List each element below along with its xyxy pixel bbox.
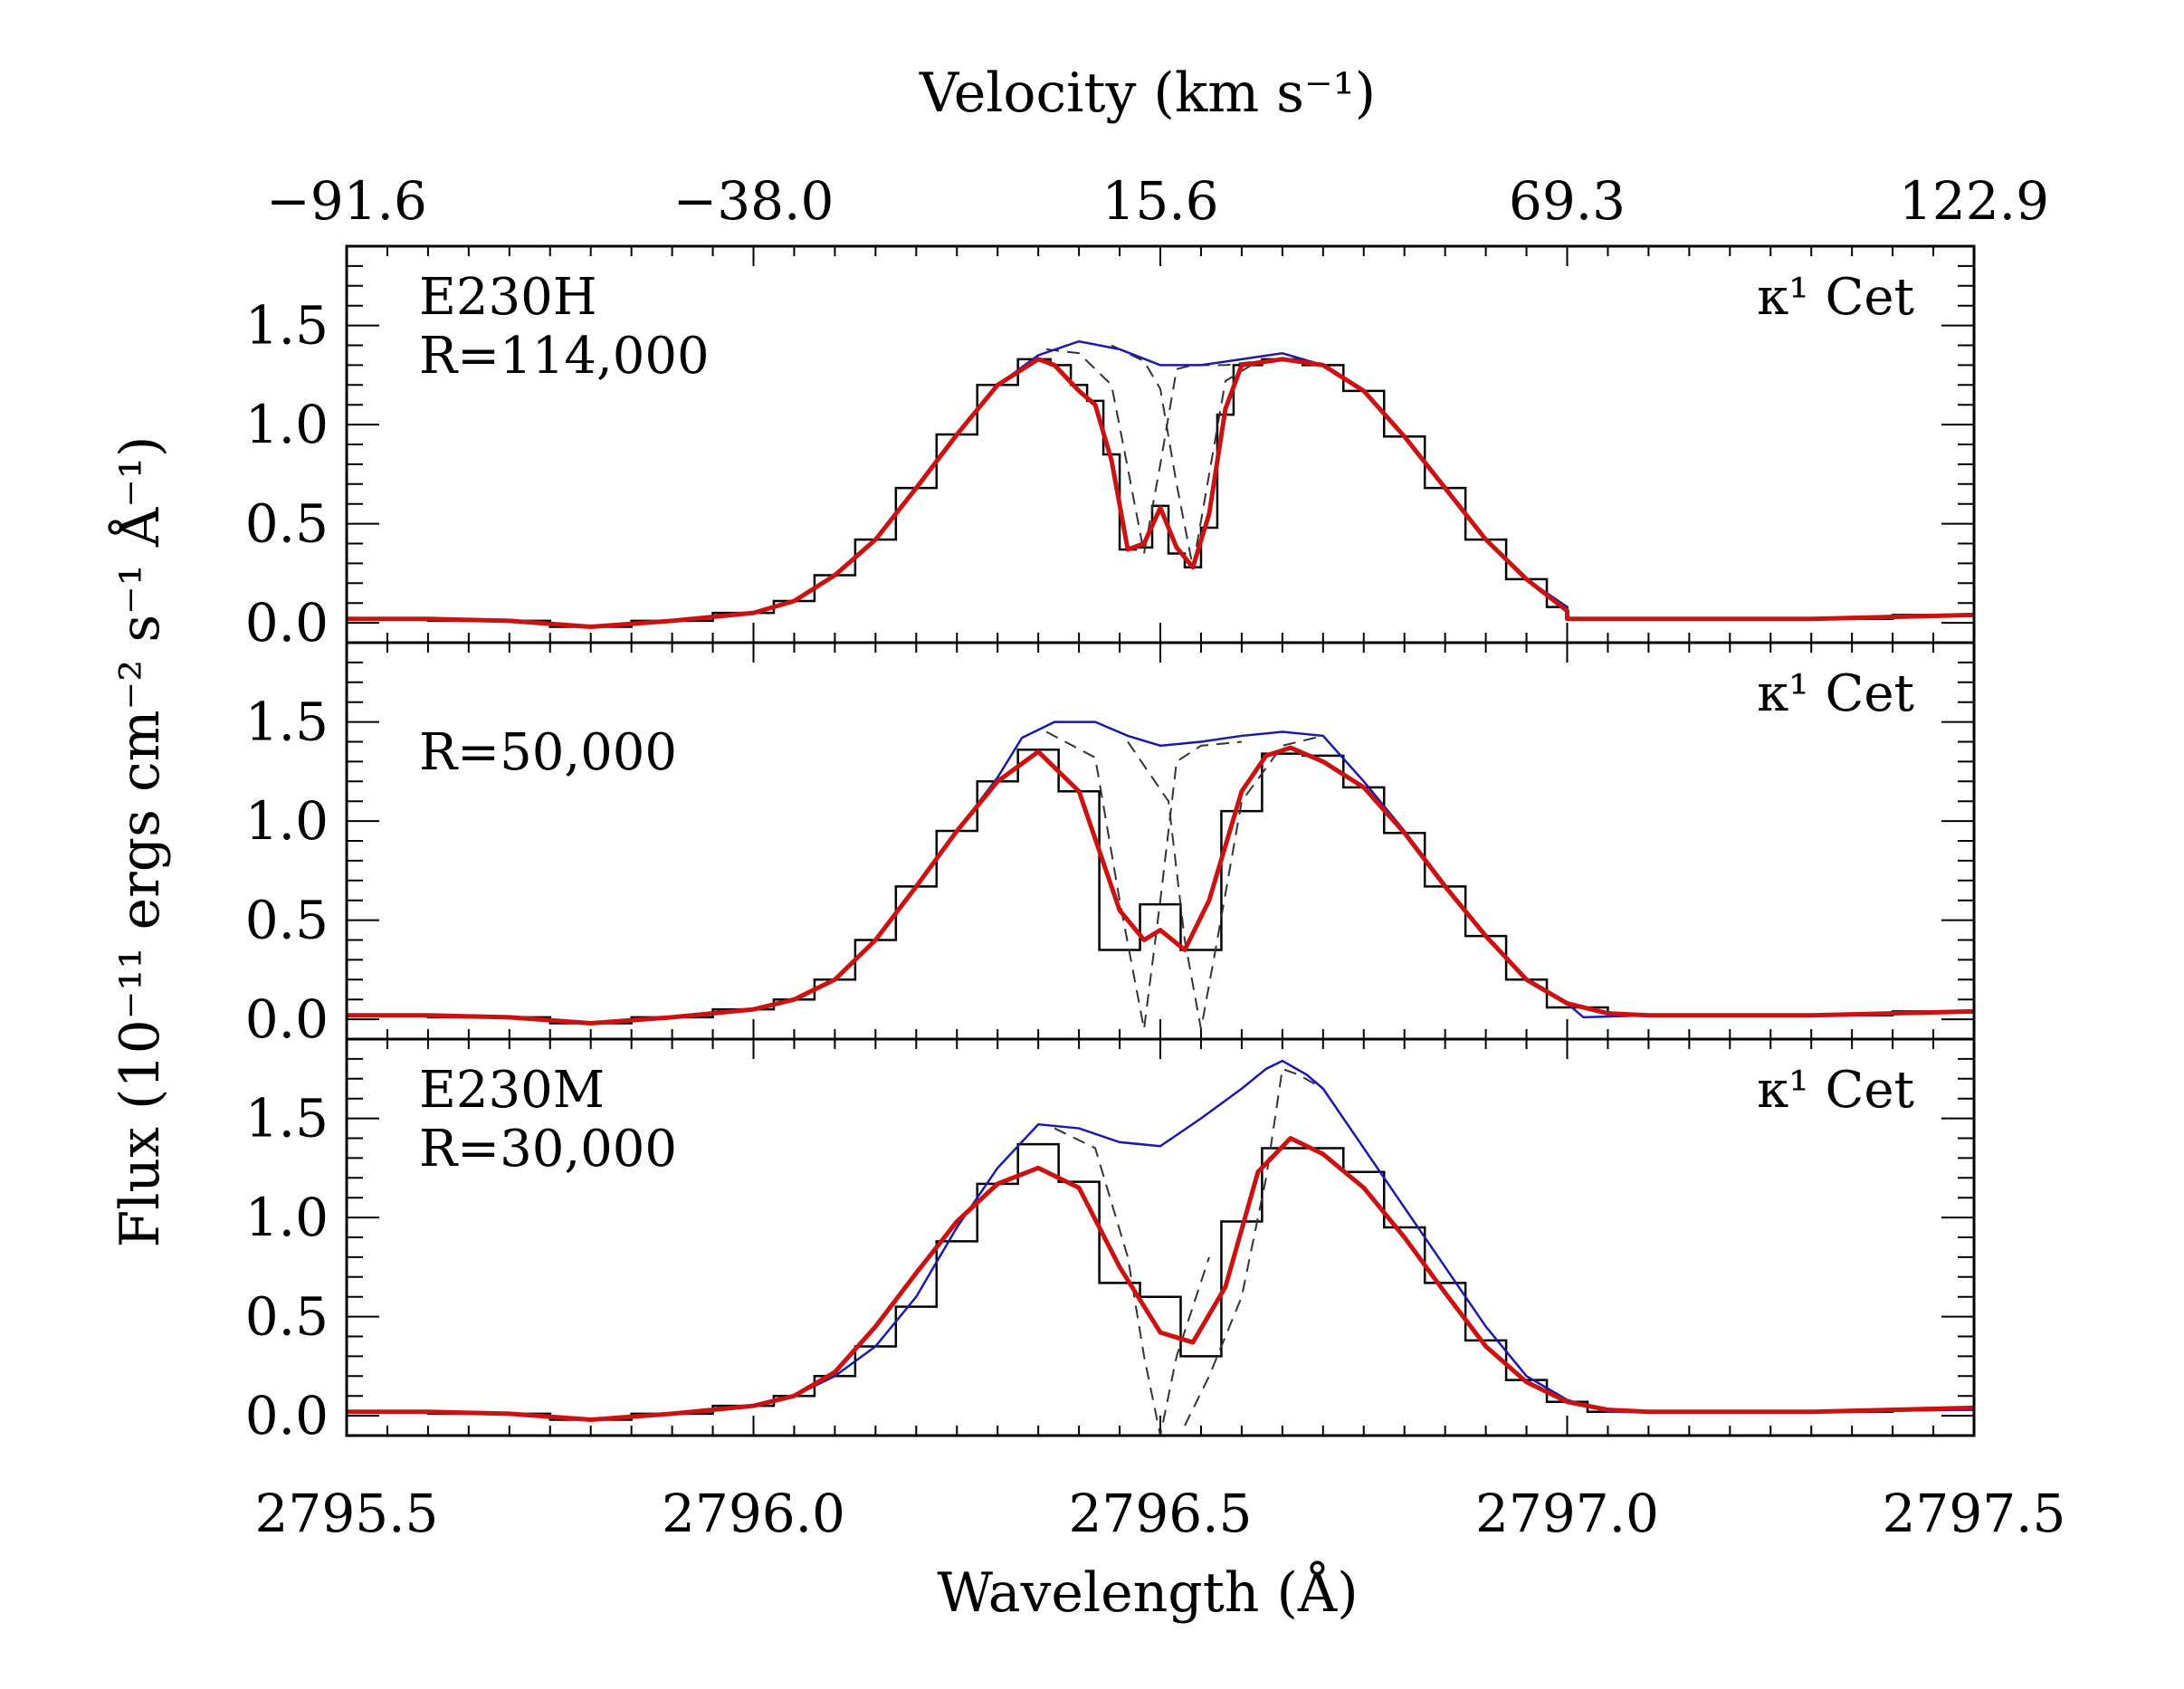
absorption-component	[1054, 1127, 1210, 1436]
top-tick-label: −91.6	[266, 170, 427, 232]
panel-curves	[347, 720, 1974, 1030]
best-fit	[347, 1136, 1974, 1422]
absorption-component	[1045, 730, 1242, 1030]
y-tick-label: 0.0	[245, 988, 329, 1050]
y-tick-label: 0.5	[245, 890, 329, 951]
bottom-tick-label: 2796.0	[662, 1483, 845, 1544]
star-name-label: κ¹ Cet	[1757, 268, 1914, 327]
panel-resolution-label: R=50,000	[419, 723, 677, 782]
star-name-label: κ¹ Cet	[1757, 664, 1914, 723]
absorption-component	[1184, 1067, 1324, 1427]
y-tick-label: 0.0	[245, 592, 329, 654]
y-tick-label: 1.5	[245, 1088, 329, 1150]
y-tick-label: 1.0	[245, 1187, 329, 1248]
top-axis-title: Velocity (km s⁻¹)	[919, 62, 1376, 125]
x-axis-title: Wavelength (Å)	[937, 1560, 1358, 1625]
bottom-axis-tick-labels: 2795.5 2796.0 2796.5 2797.0 2797.5	[255, 1483, 2066, 1544]
panel-instrument-label: E230M	[419, 1061, 605, 1120]
absorption-component	[1127, 734, 1324, 1030]
panel-resolution-label: R=114,000	[419, 327, 710, 386]
top-tick-label: 69.3	[1509, 170, 1626, 232]
bottom-tick-label: 2796.5	[1069, 1483, 1253, 1544]
panel-frame	[345, 1037, 1976, 1437]
observed-spectrum	[347, 358, 1974, 628]
y-tick-label: 1.5	[245, 295, 329, 357]
y-axis-title: Flux (10⁻¹¹ ergs cm⁻² s⁻¹ Å⁻¹)	[108, 436, 172, 1248]
y-tick-label: 0.0	[245, 1385, 329, 1446]
top-axis-tick-labels: −91.6 −38.0 15.6 69.3 122.9	[266, 170, 2049, 232]
top-tick-label: 15.6	[1102, 170, 1218, 232]
absorption-component	[1111, 344, 1259, 568]
bottom-tick-label: 2797.0	[1475, 1483, 1659, 1544]
panel-curves	[347, 1059, 1974, 1436]
star-name-label: κ¹ Cet	[1757, 1061, 1914, 1120]
y-tick-label: 0.5	[245, 493, 329, 555]
y-tick-label: 1.0	[245, 394, 329, 455]
absorption-component	[1046, 348, 1259, 554]
panel-curves	[347, 339, 1974, 629]
y-tick-label: 1.0	[245, 790, 329, 852]
bottom-tick-label: 2797.5	[1883, 1483, 2066, 1544]
top-tick-label: −38.0	[673, 170, 834, 232]
y-tick-label: 0.5	[245, 1286, 329, 1348]
y-tick-label: 1.5	[245, 692, 329, 753]
panel-resolution-label: R=30,000	[419, 1120, 677, 1178]
best-fit	[347, 745, 1974, 1026]
panel-instrument-label: E230H	[419, 268, 597, 327]
panel-r50000: 0.0 0.5 1.0 1.5 R=50,000 κ¹ Cet	[245, 641, 1976, 1050]
bottom-tick-label: 2795.5	[255, 1483, 439, 1544]
best-fit	[347, 357, 1974, 629]
top-tick-label: 122.9	[1899, 170, 2049, 232]
